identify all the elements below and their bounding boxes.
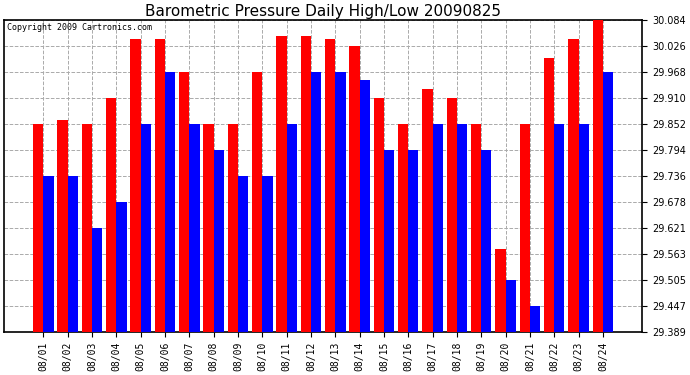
- Bar: [495, 249, 506, 332]
- Bar: [569, 39, 579, 332]
- Title: Barometric Pressure Daily High/Low 20090825: Barometric Pressure Daily High/Low 20090…: [145, 4, 501, 19]
- Bar: [579, 124, 589, 332]
- Bar: [155, 39, 165, 332]
- Bar: [544, 58, 554, 332]
- Bar: [130, 39, 141, 332]
- Bar: [301, 36, 311, 332]
- Bar: [204, 124, 214, 332]
- Bar: [106, 98, 117, 332]
- Bar: [238, 176, 248, 332]
- Bar: [349, 46, 359, 332]
- Bar: [603, 72, 613, 332]
- Bar: [593, 20, 603, 332]
- Bar: [286, 124, 297, 332]
- Bar: [277, 36, 286, 332]
- Bar: [141, 124, 151, 332]
- Bar: [554, 124, 564, 332]
- Bar: [189, 124, 199, 332]
- Bar: [506, 280, 516, 332]
- Bar: [398, 124, 408, 332]
- Bar: [228, 124, 238, 332]
- Bar: [384, 150, 394, 332]
- Bar: [335, 72, 346, 332]
- Bar: [33, 124, 43, 332]
- Bar: [359, 80, 370, 332]
- Bar: [92, 228, 102, 332]
- Bar: [43, 176, 54, 332]
- Bar: [471, 124, 481, 332]
- Bar: [262, 176, 273, 332]
- Bar: [325, 39, 335, 332]
- Bar: [179, 72, 189, 332]
- Bar: [481, 150, 491, 332]
- Bar: [214, 150, 224, 332]
- Bar: [446, 98, 457, 332]
- Bar: [117, 202, 126, 332]
- Bar: [68, 176, 78, 332]
- Bar: [457, 124, 467, 332]
- Bar: [433, 124, 443, 332]
- Bar: [520, 124, 530, 332]
- Bar: [530, 306, 540, 332]
- Bar: [57, 120, 68, 332]
- Bar: [374, 98, 384, 332]
- Bar: [422, 89, 433, 332]
- Bar: [165, 72, 175, 332]
- Bar: [82, 124, 92, 332]
- Bar: [252, 72, 262, 332]
- Text: Copyright 2009 Cartronics.com: Copyright 2009 Cartronics.com: [8, 24, 152, 33]
- Bar: [408, 150, 419, 332]
- Bar: [311, 72, 321, 332]
